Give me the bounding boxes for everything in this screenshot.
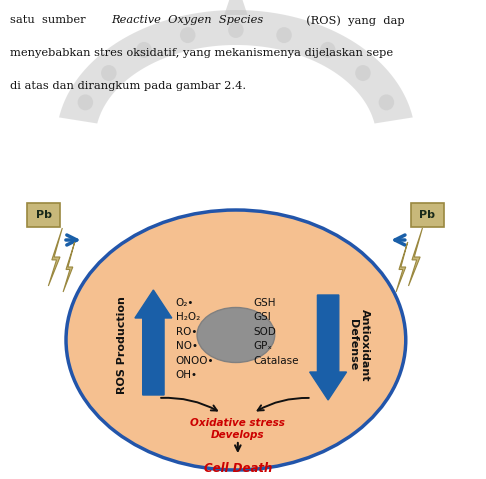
Text: Antioxidant
Defense: Antioxidant Defense [348,309,370,381]
Circle shape [78,94,93,110]
Text: Oxidative stress
Develops: Oxidative stress Develops [191,418,285,440]
Circle shape [228,22,243,38]
Text: Cell Death: Cell Death [204,462,272,475]
Polygon shape [59,10,413,124]
Polygon shape [224,0,247,15]
Ellipse shape [197,308,275,363]
Text: ROS Production: ROS Production [117,296,127,394]
Circle shape [276,27,292,43]
Circle shape [379,94,394,110]
Circle shape [136,42,152,58]
Text: O₂•
H₂O₂
RO•
NO•
ONOO•
OH•: O₂• H₂O₂ RO• NO• ONOO• OH• [176,298,214,380]
FancyBboxPatch shape [27,203,60,227]
Text: (ROS)  yang  dap: (ROS) yang dap [299,15,405,25]
Circle shape [355,65,371,81]
Polygon shape [63,242,75,292]
Text: menyebabkan stres oksidatif, yang mekanismenya dijelaskan sepe: menyebabkan stres oksidatif, yang mekani… [10,48,393,58]
Polygon shape [48,228,62,286]
Circle shape [320,42,335,58]
FancyArrow shape [310,295,347,400]
Polygon shape [409,228,422,286]
Ellipse shape [66,210,406,470]
FancyBboxPatch shape [411,203,444,227]
Text: satu  sumber: satu sumber [10,15,92,25]
Polygon shape [396,242,408,292]
Text: di atas dan dirangkum pada gambar 2.4.: di atas dan dirangkum pada gambar 2.4. [10,81,246,91]
Text: Reactive  Oxygen  Species: Reactive Oxygen Species [112,15,264,25]
Circle shape [101,65,117,81]
Text: Pb: Pb [419,210,435,220]
Text: GSH
GSI
SOD
GPₓ
Catalase: GSH GSI SOD GPₓ Catalase [253,298,299,365]
Circle shape [180,27,195,43]
Text: Pb: Pb [35,210,52,220]
FancyArrow shape [135,290,172,395]
